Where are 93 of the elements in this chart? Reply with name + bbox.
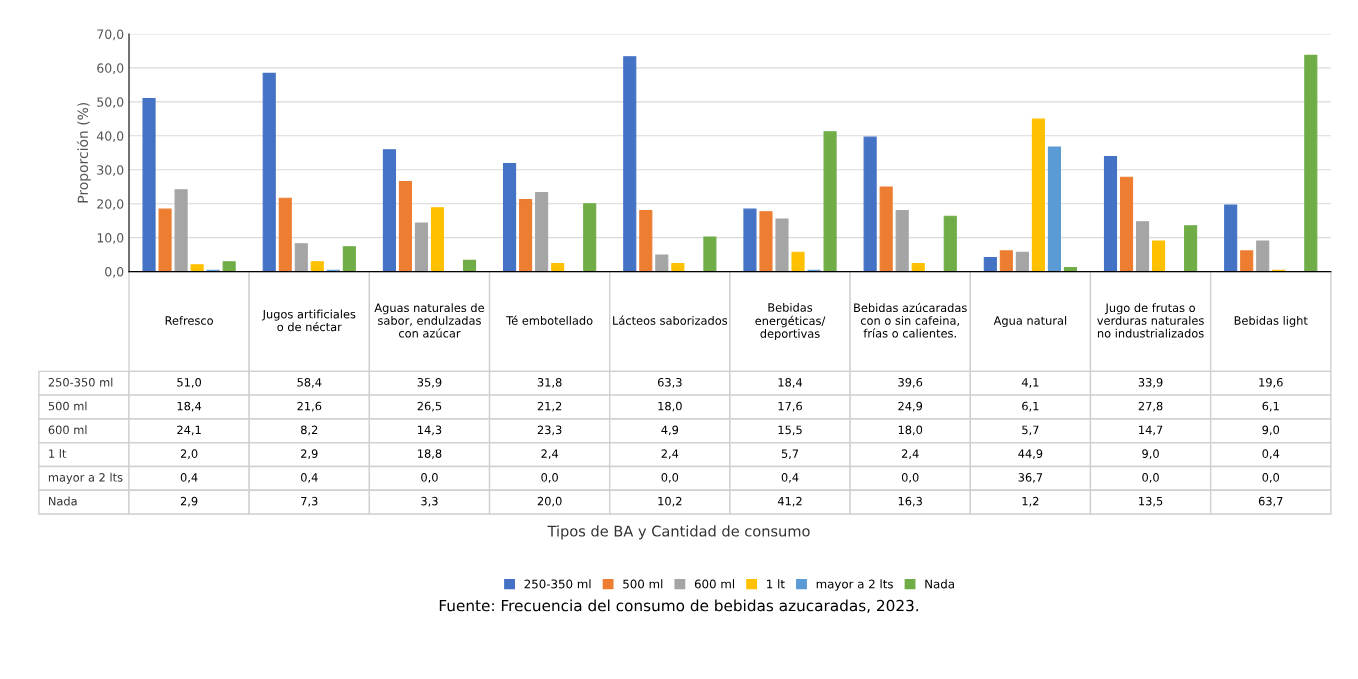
data-label: 36,7 xyxy=(1018,473,1043,483)
data-label: 24,9 xyxy=(898,401,923,412)
data-label: 15,5 xyxy=(778,425,802,436)
data-label: 35,9 xyxy=(417,377,442,388)
data-label: 4,9 xyxy=(661,425,679,436)
x-tick-label: Bebidas energéticas/ deportivas xyxy=(755,302,826,341)
y-tick-label: 60,0 xyxy=(97,63,124,75)
data-label: 19,6 xyxy=(1259,377,1283,388)
x-tick-label: Jugos artificiales o de néctar xyxy=(262,309,356,332)
data-label: 7,3 xyxy=(301,496,318,507)
x-tick-label: Agua natural xyxy=(993,316,1067,328)
data-label: 0,4 xyxy=(180,473,198,483)
legend-label: 1 lt xyxy=(767,579,785,589)
data-label: 6,1 xyxy=(1022,401,1039,412)
data-label: 27,8 xyxy=(1138,401,1163,412)
data-label: 21,2 xyxy=(537,401,562,412)
data-label: 51,0 xyxy=(177,377,202,388)
data-label: 63,7 xyxy=(1258,496,1283,507)
legend-label: Nada xyxy=(925,579,954,589)
x-tick-label: Lácteos saborizados xyxy=(613,315,728,325)
data-label: 2,0 xyxy=(180,449,198,460)
data-label: 2,9 xyxy=(301,449,318,460)
x-tick-label: Jugo de frutas o verduras naturales no industrializados xyxy=(1097,303,1204,338)
legend-label: mayor a 2 lts xyxy=(816,579,893,591)
data-label: 9,0 xyxy=(1142,449,1159,460)
x-tick-label: Bebidas light xyxy=(1234,316,1308,328)
data-label: 4,1 xyxy=(1021,378,1039,388)
data-label: 2,4 xyxy=(541,449,559,460)
y-tick-label: 50,0 xyxy=(97,97,124,109)
data-label: 0,4 xyxy=(1262,449,1280,460)
y-tick-label: 10,0 xyxy=(97,233,124,244)
data-label: 13,5 xyxy=(1139,496,1163,507)
data-label: 41,2 xyxy=(777,496,802,507)
y-axis-title: Proporción (%) xyxy=(76,102,91,203)
data-label: 0,0 xyxy=(901,473,919,483)
data-label: 16,3 xyxy=(898,496,922,507)
text: Tipos de BA y Cantidad de consumo xyxy=(547,525,810,540)
data-label: 2,9 xyxy=(180,496,198,507)
y-tick-label: 20,0 xyxy=(97,199,124,210)
data-label: 1,2 xyxy=(1022,496,1039,507)
x-tick-label: Refresco xyxy=(165,316,213,325)
data-label: 58,4 xyxy=(297,377,322,388)
data-label: 31,8 xyxy=(537,377,562,388)
data-label: 14,3 xyxy=(418,425,442,436)
text: Nada xyxy=(49,496,77,506)
data-label: 8,2 xyxy=(301,425,318,436)
data-label: 18,0 xyxy=(658,401,682,412)
text: mayor a 2 lts xyxy=(48,472,123,484)
x-tick-label: Bebidas azúcaradas con o sin cafeina, frías o calientes. xyxy=(854,302,967,338)
data-label: 10,2 xyxy=(658,496,682,507)
data-label: 18,4 xyxy=(778,377,803,388)
text: 500 ml xyxy=(48,401,87,411)
data-label: 33,9 xyxy=(1138,377,1163,388)
data-label: 18,4 xyxy=(177,401,202,412)
data-label: 0,0 xyxy=(1142,473,1159,483)
source-note: Fuente: Frecuencia del consumo de bebidas azucaradas, 2023. xyxy=(439,599,919,613)
data-label: 9,0 xyxy=(1262,425,1280,436)
text: 1 lt xyxy=(49,449,67,458)
data-label: 63,3 xyxy=(657,377,682,388)
text: 250-350 ml xyxy=(48,377,113,387)
x-tick-label: Té embotellado xyxy=(506,315,593,325)
data-label: 26,5 xyxy=(417,401,442,412)
data-label: 0,0 xyxy=(661,473,679,483)
y-tick-label: 0,0 xyxy=(105,267,124,278)
data-label: 44,9 xyxy=(1018,449,1043,460)
data-label: 24,1 xyxy=(177,425,201,436)
y-tick-label: 40,0 xyxy=(96,131,124,142)
data-label: 18,8 xyxy=(418,449,442,460)
data-label: 0,0 xyxy=(1262,473,1280,483)
data-label: 2,4 xyxy=(901,449,919,460)
data-label: 17,6 xyxy=(778,401,802,412)
data-label: 5,7 xyxy=(1022,425,1039,436)
data-label: 0,4 xyxy=(300,473,318,483)
data-label: 39,6 xyxy=(898,377,923,388)
legend-label: 500 ml xyxy=(623,579,663,589)
data-label: 6,1 xyxy=(1262,401,1279,412)
x-tick-label: Aguas naturales de sabor, endulzadas con azúcar xyxy=(374,303,484,338)
data-label: 0,4 xyxy=(781,473,799,483)
data-label: 23,3 xyxy=(537,425,562,436)
data-label: 0,0 xyxy=(421,473,438,483)
data-label: 2,4 xyxy=(661,449,679,460)
data-label: 21,6 xyxy=(297,401,322,412)
y-tick-label: 70,0 xyxy=(97,29,124,41)
data-label: 5,7 xyxy=(781,449,799,460)
data-label: 20,0 xyxy=(537,496,562,507)
data-label: 14,7 xyxy=(1139,425,1163,436)
y-tick-label: 30,0 xyxy=(97,165,124,176)
legend-label: 250-350 ml xyxy=(524,579,591,589)
data-label: 0,0 xyxy=(541,473,558,483)
legend-label: 600 ml xyxy=(694,579,734,589)
data-label: 3,3 xyxy=(421,496,438,507)
text: 600 ml xyxy=(48,425,87,435)
data-label: 18,0 xyxy=(898,425,923,436)
